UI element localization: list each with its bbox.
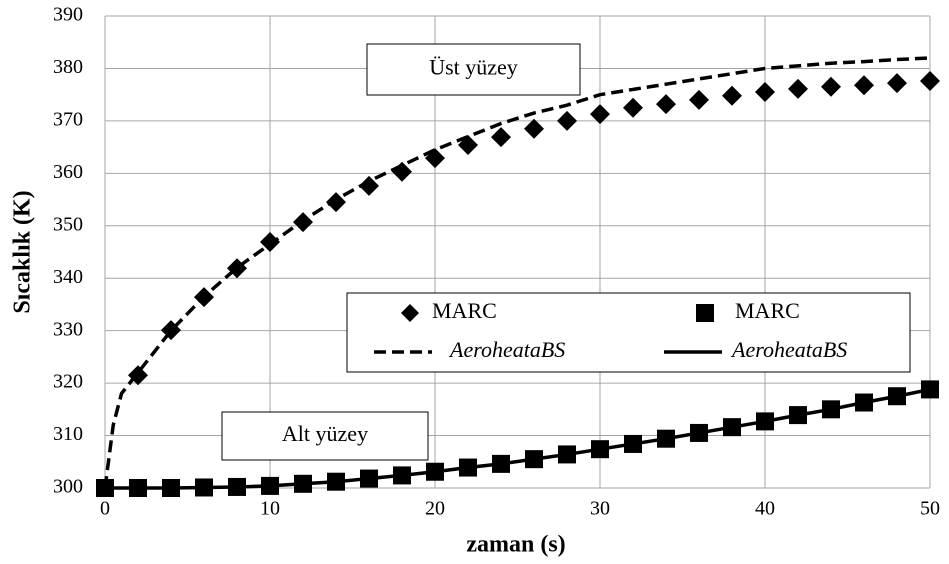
diamond-marker — [689, 89, 709, 110]
square-marker — [426, 462, 444, 481]
square-marker — [822, 400, 840, 419]
diamond-marker — [821, 76, 841, 97]
square-marker — [162, 479, 180, 497]
diamond-marker — [887, 73, 907, 94]
y-tick-label: 300 — [53, 476, 83, 498]
diamond-marker — [260, 232, 280, 253]
diamond-marker — [425, 148, 445, 169]
square-marker — [888, 387, 906, 406]
diamond-marker — [854, 75, 874, 96]
diamond-marker — [590, 104, 610, 125]
x-tick-label: 10 — [260, 498, 280, 520]
diamond-marker — [128, 365, 148, 386]
square-marker — [459, 458, 477, 477]
square-marker — [921, 380, 939, 399]
square-marker — [756, 412, 774, 431]
y-tick-label: 310 — [53, 423, 83, 445]
square-marker — [228, 477, 246, 496]
y-tick-label: 380 — [53, 56, 83, 78]
square-marker — [261, 476, 279, 495]
diamond-marker — [458, 135, 478, 156]
diamond-marker — [755, 82, 775, 103]
square-marker — [558, 445, 576, 464]
diamond-marker — [293, 212, 313, 233]
square-marker — [393, 466, 411, 485]
legend-marker — [696, 304, 714, 322]
legend-label: AeroheataBS — [730, 337, 847, 362]
square-marker — [294, 474, 312, 493]
diamond-marker — [623, 97, 643, 118]
legend-marker — [401, 304, 419, 322]
diamond-marker — [788, 78, 808, 99]
y-tick-label: 330 — [53, 318, 83, 340]
y-tick-label: 360 — [53, 161, 83, 183]
diamond-marker — [194, 287, 214, 308]
square-marker — [690, 423, 708, 442]
y-tick-label: 390 — [53, 4, 83, 26]
annotation-box — [366, 43, 581, 96]
square-marker — [789, 406, 807, 425]
diamond-marker — [359, 175, 379, 196]
legend-label: AeroheataBS — [448, 337, 565, 362]
diamond-marker — [524, 118, 544, 139]
square-marker — [657, 429, 675, 448]
diamond-marker — [557, 110, 577, 131]
y-tick-label: 350 — [53, 213, 83, 235]
square-marker — [360, 469, 378, 488]
x-tick-label: 50 — [920, 498, 940, 520]
diamond-marker — [656, 94, 676, 115]
diamond-marker — [722, 85, 742, 106]
y-tick-label: 370 — [53, 108, 83, 130]
square-marker — [855, 393, 873, 412]
square-marker — [723, 418, 741, 437]
y-axis-title: Sıcaklık (K) — [10, 190, 36, 313]
diamond-marker — [326, 192, 346, 213]
legend-label: MARC — [735, 298, 800, 323]
annotation: Üst yüzey — [429, 55, 518, 80]
x-tick-label: 40 — [755, 498, 775, 520]
diamond-marker — [227, 258, 247, 279]
legend-label: MARC — [432, 298, 497, 323]
diamond-marker — [920, 71, 940, 92]
square-marker — [96, 479, 114, 497]
y-tick-label: 320 — [53, 371, 83, 393]
square-marker — [129, 479, 147, 497]
square-marker — [591, 440, 609, 459]
diamond-marker — [491, 127, 511, 148]
square-marker — [195, 478, 213, 497]
diamond-marker — [392, 161, 412, 182]
square-marker — [525, 450, 543, 469]
annotation-box — [221, 411, 429, 461]
square-marker — [624, 434, 642, 453]
x-tick-label: 30 — [590, 498, 610, 520]
square-marker — [492, 454, 510, 473]
x-tick-label: 0 — [100, 498, 110, 520]
x-tick-label: 20 — [425, 498, 445, 520]
square-marker — [327, 472, 345, 491]
x-axis-title: zaman (s) — [466, 532, 565, 558]
annotation: Alt yüzey — [282, 421, 368, 446]
legend-box — [346, 292, 911, 373]
diamond-marker — [161, 320, 181, 341]
line — [103, 56, 931, 489]
y-tick-label: 340 — [53, 266, 83, 288]
